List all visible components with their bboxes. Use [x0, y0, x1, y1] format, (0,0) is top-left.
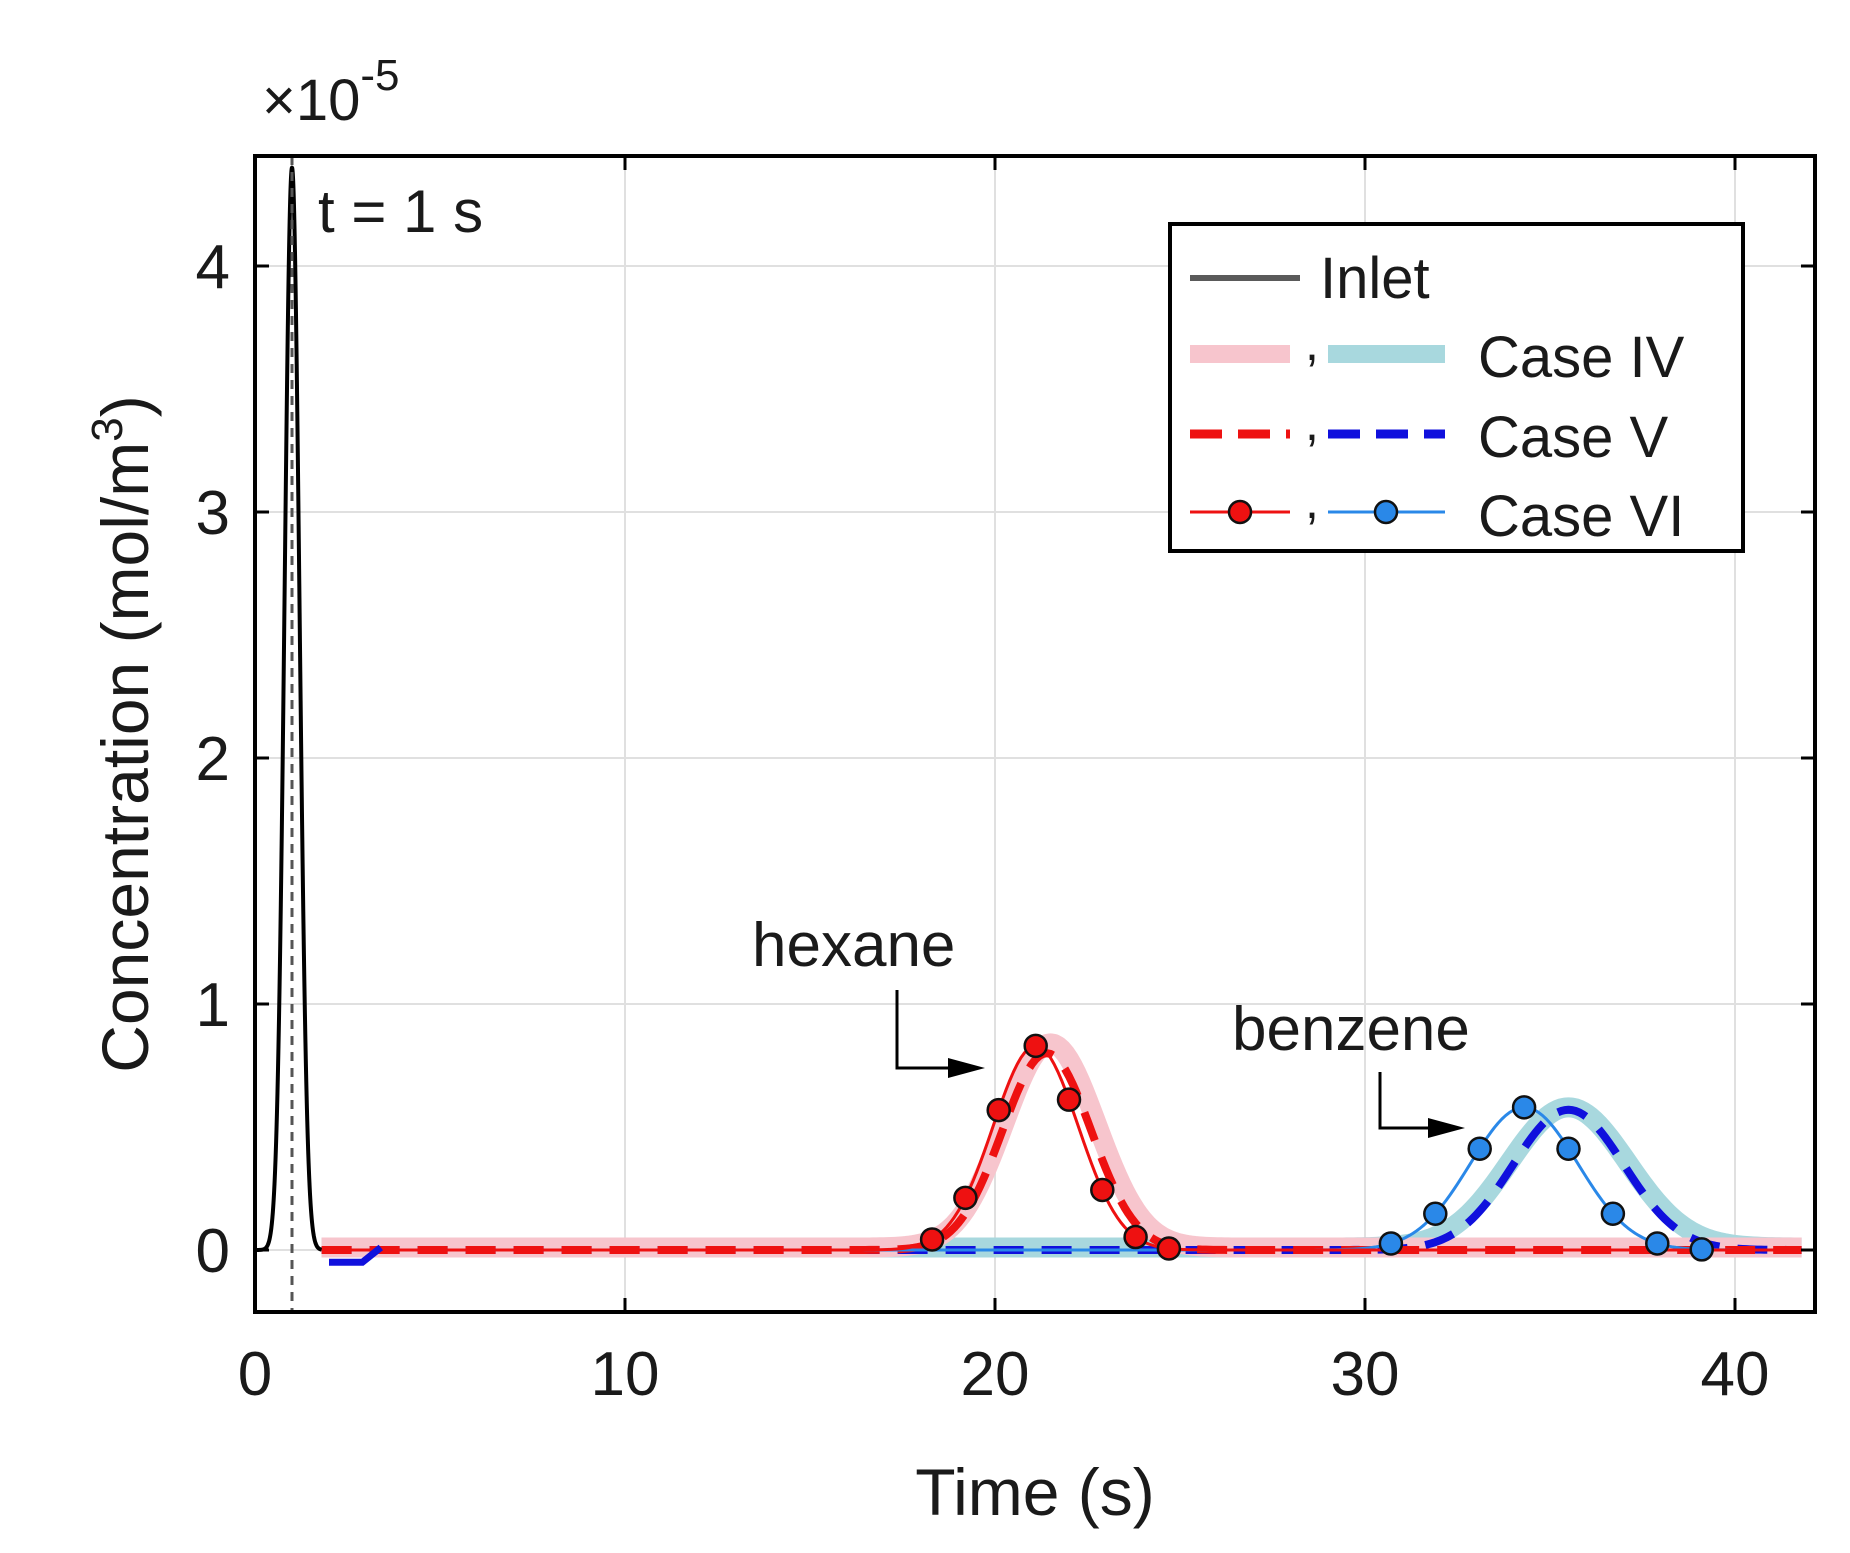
hexane-case-vi-marker-2: [986, 1097, 1011, 1123]
x-tick-label-0: 0: [238, 1340, 272, 1409]
hexane-arrow-head: [948, 1058, 985, 1078]
time-marker-label: t = 1 s: [318, 178, 483, 245]
hexane-case-vi-marker-4: [1056, 1087, 1082, 1112]
hexane-case-vi-marker-6: [1123, 1224, 1148, 1250]
x-axis-label: Time (s): [915, 1455, 1155, 1529]
legend-case-iv-label: Case IV: [1478, 325, 1685, 390]
legend-case-v-label: Case V: [1478, 405, 1669, 470]
benzene-label: benzene: [1232, 995, 1470, 1064]
benzene-case-vi-marker-1: [1423, 1201, 1448, 1226]
marker-layer: [919, 1033, 1714, 1262]
exponent-label: ×10-5: [262, 51, 400, 133]
y-tick-label-3: 3: [196, 479, 230, 548]
axes-box: [253, 154, 1817, 1314]
y-tick-label-2: 2: [196, 725, 230, 794]
benzene-case-vi-marker-2: [1467, 1136, 1492, 1161]
x-tick-label-4: 40: [1701, 1340, 1770, 1409]
legend-comma-v: ,: [1305, 395, 1319, 451]
x-tick-label-2: 20: [961, 1340, 1030, 1409]
hexane-case-vi-marker-1: [953, 1185, 978, 1211]
hexane-case-vi-marker-7: [1156, 1236, 1182, 1261]
x-tick-label-3: 30: [1331, 1340, 1400, 1409]
legend-hexane-vi-marker: [1227, 499, 1253, 525]
hexane-case-vi-marker-5: [1090, 1177, 1115, 1203]
benzene-case-vi-marker-7: [1689, 1237, 1714, 1262]
hexane-arrow-line: [895, 990, 950, 1070]
hexane-case-vi-line: [321, 1044, 1802, 1252]
benzene-case-vi-marker-3: [1511, 1095, 1537, 1120]
series-layer: [255, 165, 1808, 1266]
benzene-arrow-line: [1378, 1072, 1430, 1130]
benzene-case-vi-marker-0: [1378, 1231, 1404, 1256]
y-tick-label-0: 0: [196, 1217, 230, 1286]
legend-comma-iv: ,: [1305, 315, 1319, 371]
y-tick-label-1: 1: [196, 971, 230, 1040]
y-tick-label-4: 4: [196, 233, 230, 302]
benzene-case-vi-marker-6: [1645, 1231, 1670, 1256]
legend-comma-vi: ,: [1305, 473, 1319, 529]
inlet-line: [255, 165, 324, 1252]
y-axis-label: Concentration (mol/m3): [83, 395, 162, 1072]
x-tick-label-1: 10: [591, 1340, 660, 1409]
legend-case-vi-label: Case VI: [1478, 484, 1684, 549]
legend-benzene-vi-marker: [1373, 499, 1399, 525]
benzene-case-vi-marker-4: [1556, 1136, 1581, 1161]
benzene-arrow-head: [1428, 1118, 1465, 1138]
benzene-transient: [329, 1244, 383, 1266]
ticks: 0 10 20 30 40 0 1 2 3 4: [196, 156, 1815, 1409]
hexane-case-vi-marker-0: [919, 1227, 945, 1252]
legend: Inlet , Case IV , Case V , Case VI: [1168, 222, 1745, 553]
legend-inlet-label: Inlet: [1320, 246, 1430, 311]
hexane-case-vi-marker-3: [1023, 1033, 1048, 1059]
benzene-case-vi-marker-5: [1600, 1201, 1626, 1226]
hexane-label: hexane: [752, 911, 955, 980]
